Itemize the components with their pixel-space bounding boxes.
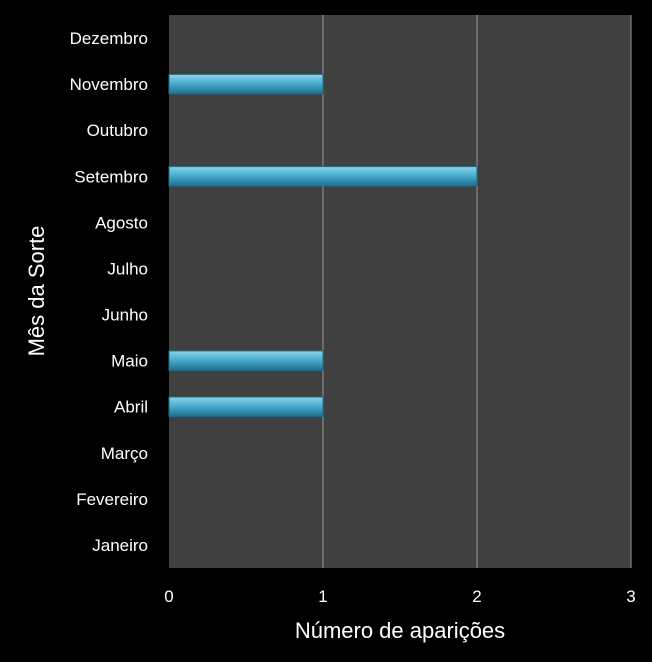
bar	[168, 396, 324, 417]
x-tick-label: 2	[472, 587, 481, 606]
x-tick-label: 0	[164, 587, 173, 606]
category-label: Maio	[111, 352, 148, 371]
category-label: Outubro	[87, 121, 148, 140]
category-label: Abril	[114, 398, 148, 417]
category-label: Dezembro	[70, 29, 148, 48]
bar	[168, 166, 478, 187]
bars	[168, 73, 478, 417]
bar	[168, 73, 324, 95]
category-labels: Janeiro Fevereiro Março Abril Maio Junho Julho…	[70, 29, 148, 555]
category-label: Julho	[107, 259, 148, 278]
x-tick-label: 1	[318, 587, 327, 606]
x-axis-title: Número de aparições	[295, 618, 505, 643]
category-label: Março	[101, 444, 148, 463]
category-label: Junho	[102, 306, 148, 325]
category-label: Setembro	[74, 167, 148, 186]
category-label: Fevereiro	[76, 490, 148, 509]
plot-area	[169, 15, 631, 568]
category-label: Agosto	[95, 213, 148, 232]
y-axis-title: Mês da Sorte	[24, 226, 49, 357]
x-tick-labels: 0 1 2 3	[164, 587, 635, 606]
bar	[168, 350, 324, 371]
x-tick-label: 3	[626, 587, 635, 606]
gridlines	[322, 15, 632, 568]
category-label: Novembro	[70, 75, 148, 94]
category-label: Janeiro	[92, 536, 148, 555]
